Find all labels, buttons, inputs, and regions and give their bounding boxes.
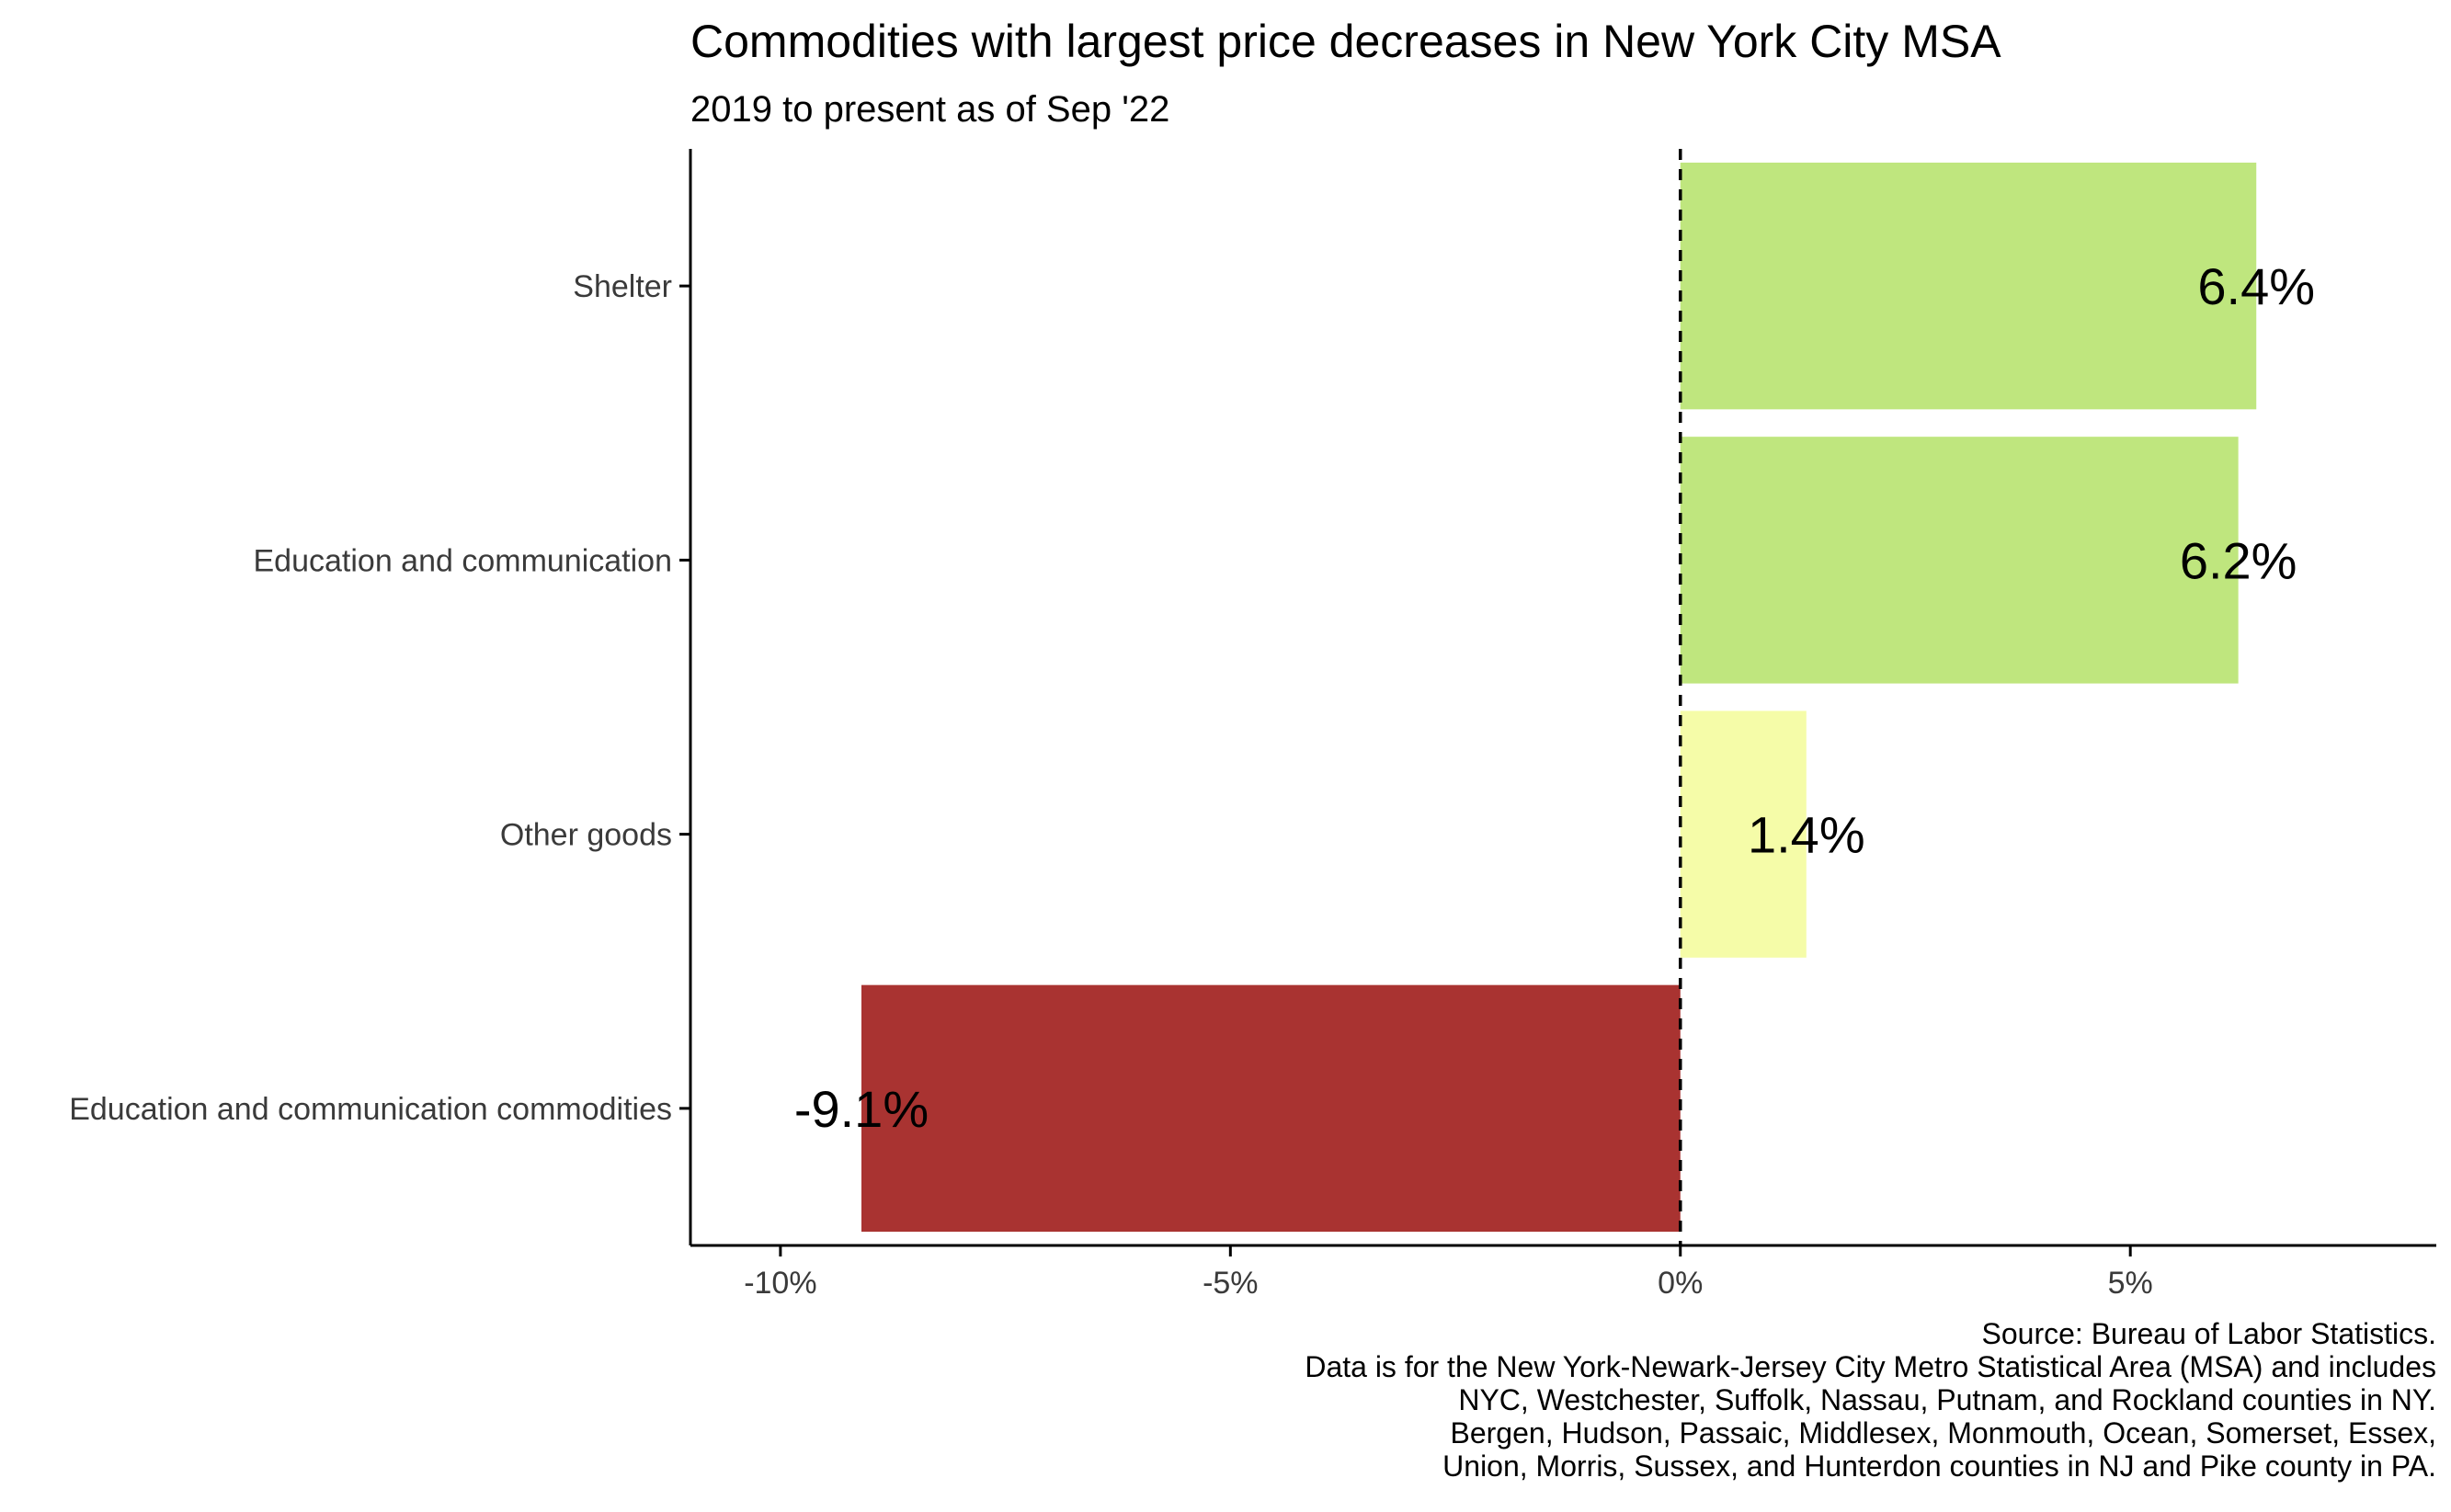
caption: Source: Bureau of Labor Statistics.Data … — [1305, 1317, 2436, 1483]
bar — [1680, 162, 2257, 410]
data-label: 1.4% — [1748, 806, 1865, 864]
plot-area: Shelter 6.4% Education and communication 6.… — [69, 149, 2436, 1301]
bar — [861, 984, 1681, 1233]
data-label: 6.2% — [2180, 531, 2297, 589]
caption-line: Data is for the New York-Newark-Jersey C… — [1305, 1350, 2436, 1383]
x-tick-label: -10% — [744, 1266, 816, 1301]
x-tick-label: 5% — [2108, 1266, 2153, 1301]
caption-line: NYC, Westchester, Suffolk, Nassau, Putna… — [1458, 1383, 2436, 1416]
x-tick-label: 0% — [1658, 1266, 1703, 1301]
chart-subtitle: 2019 to present as of Sep '22 — [690, 89, 1169, 130]
data-label: -9.1% — [794, 1080, 929, 1138]
category-label: Education and communication — [254, 543, 673, 578]
bar — [1680, 711, 1807, 958]
caption-line: Bergen, Hudson, Passaic, Middlesex, Monm… — [1451, 1416, 2437, 1449]
data-label: 6.4% — [2197, 257, 2315, 315]
category-label: Education and communication commodities — [69, 1092, 672, 1127]
bar — [1680, 437, 2239, 684]
chart-title: Commodities with largest price decreases… — [690, 16, 2001, 67]
category-label: Shelter — [573, 269, 672, 304]
category-label: Other goods — [500, 818, 672, 853]
x-tick-label: -5% — [1203, 1266, 1258, 1301]
caption-line: Source: Bureau of Labor Statistics. — [1982, 1317, 2436, 1350]
caption-line: Union, Morris, Sussex, and Hunterdon cou… — [1442, 1449, 2436, 1483]
